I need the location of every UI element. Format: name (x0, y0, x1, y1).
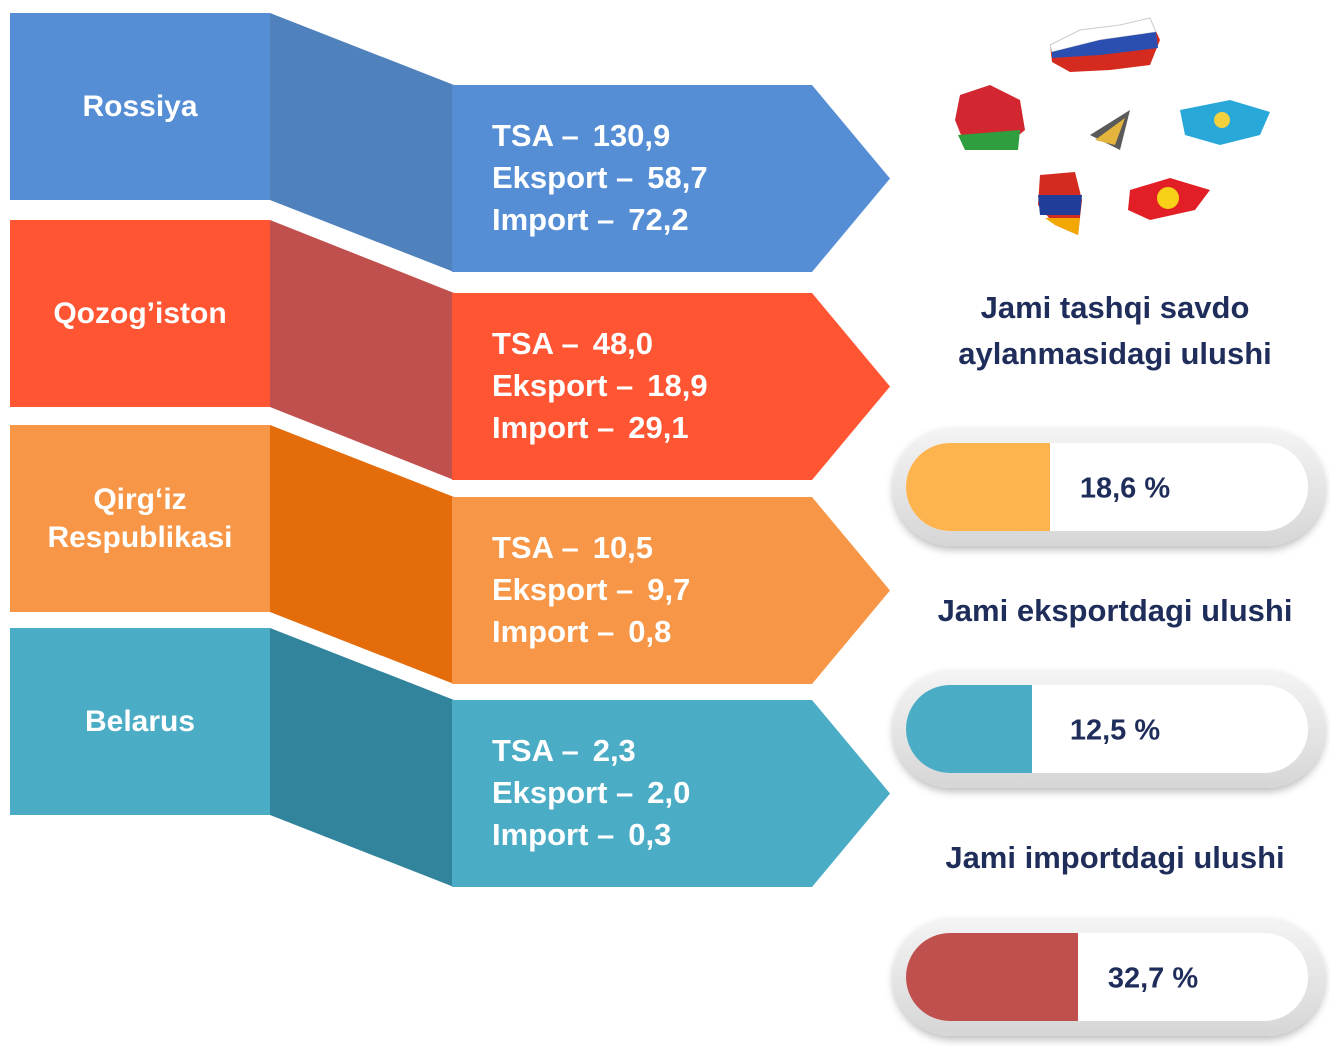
stat-value: 29,1 (628, 410, 688, 445)
pill-fill (906, 933, 1078, 1021)
stat-value: 48,0 (593, 326, 653, 361)
stat-value: 130,9 (593, 118, 671, 153)
stat-line: Eksport – 9,7 (492, 572, 690, 607)
stat-line: Eksport – 58,7 (492, 160, 708, 195)
stat-value: 2,3 (593, 733, 636, 768)
stat-label: Import – (492, 410, 614, 445)
stat-value: 9,7 (647, 572, 690, 607)
stat-line: Import – 29,1 (492, 410, 689, 445)
stat-value: 2,0 (647, 775, 690, 810)
stat-label: TSA – (492, 733, 579, 768)
pill-fill (906, 685, 1032, 773)
stat-line: TSA – 130,9 (492, 118, 670, 153)
stat-value: 72,2 (628, 202, 688, 237)
pill-fill (906, 443, 1050, 531)
value-arrow (452, 293, 890, 480)
country-name: Belarus (85, 705, 195, 738)
share-title: Jami eksportdagi ulushi (938, 593, 1293, 628)
connector (270, 220, 454, 480)
value-arrow (452, 85, 890, 272)
stat-line: Eksport – 18,9 (492, 368, 708, 403)
country-flows: Rossiya TSA – 130,9 Eksport – 58,7 Import – 72… (10, 13, 890, 887)
value-arrow (452, 700, 890, 887)
stat-label: Import – (492, 202, 614, 237)
stat-line: TSA – 48,0 (492, 326, 653, 361)
country-name: Qirg‘iz (93, 483, 186, 516)
stat-value: 18,9 (647, 368, 707, 403)
stat-line: Import – 0,8 (492, 614, 671, 649)
country-name: Respublikasi (47, 521, 232, 554)
value-arrow (452, 497, 890, 684)
stat-label: Import – (492, 614, 614, 649)
share-value: 18,6 % (1080, 473, 1170, 505)
stat-label: Import – (492, 817, 614, 852)
map-icons (955, 17, 1270, 235)
stat-label: TSA – (492, 530, 579, 565)
connector (270, 13, 454, 272)
stat-line: TSA – 2,3 (492, 733, 636, 768)
share-title: Jami importdagi ulushi (945, 840, 1284, 875)
stat-value: 58,7 (647, 160, 707, 195)
stat-line: Import – 0,3 (492, 817, 671, 852)
share-value: 12,5 % (1070, 715, 1160, 747)
country-box (10, 425, 270, 612)
stat-value: 10,5 (593, 530, 653, 565)
country-box (10, 628, 270, 815)
stat-line: Import – 72,2 (492, 202, 689, 237)
stat-label: Eksport – (492, 368, 633, 403)
share-value: 32,7 % (1108, 963, 1198, 995)
stat-label: Eksport – (492, 160, 633, 195)
stat-label: TSA – (492, 118, 579, 153)
stat-label: Eksport – (492, 572, 633, 607)
share-title: aylanmasidagi ulushi (958, 336, 1272, 371)
connector (270, 425, 454, 684)
connector (270, 628, 454, 887)
stat-value: 0,3 (628, 817, 671, 852)
stat-label: TSA – (492, 326, 579, 361)
country-box (10, 13, 270, 200)
country-box (10, 220, 270, 407)
share-title: Jami tashqi savdo (981, 290, 1250, 325)
stat-line: Eksport – 2,0 (492, 775, 690, 810)
stat-label: Eksport – (492, 775, 633, 810)
stat-line: TSA – 10,5 (492, 530, 653, 565)
share-panel: Jami tashqi savdo aylanmasidagi ulushi 18,… (893, 290, 1325, 1036)
country-name: Qozog’iston (53, 297, 226, 330)
stat-value: 0,8 (628, 614, 671, 649)
country-name: Rossiya (82, 90, 197, 123)
